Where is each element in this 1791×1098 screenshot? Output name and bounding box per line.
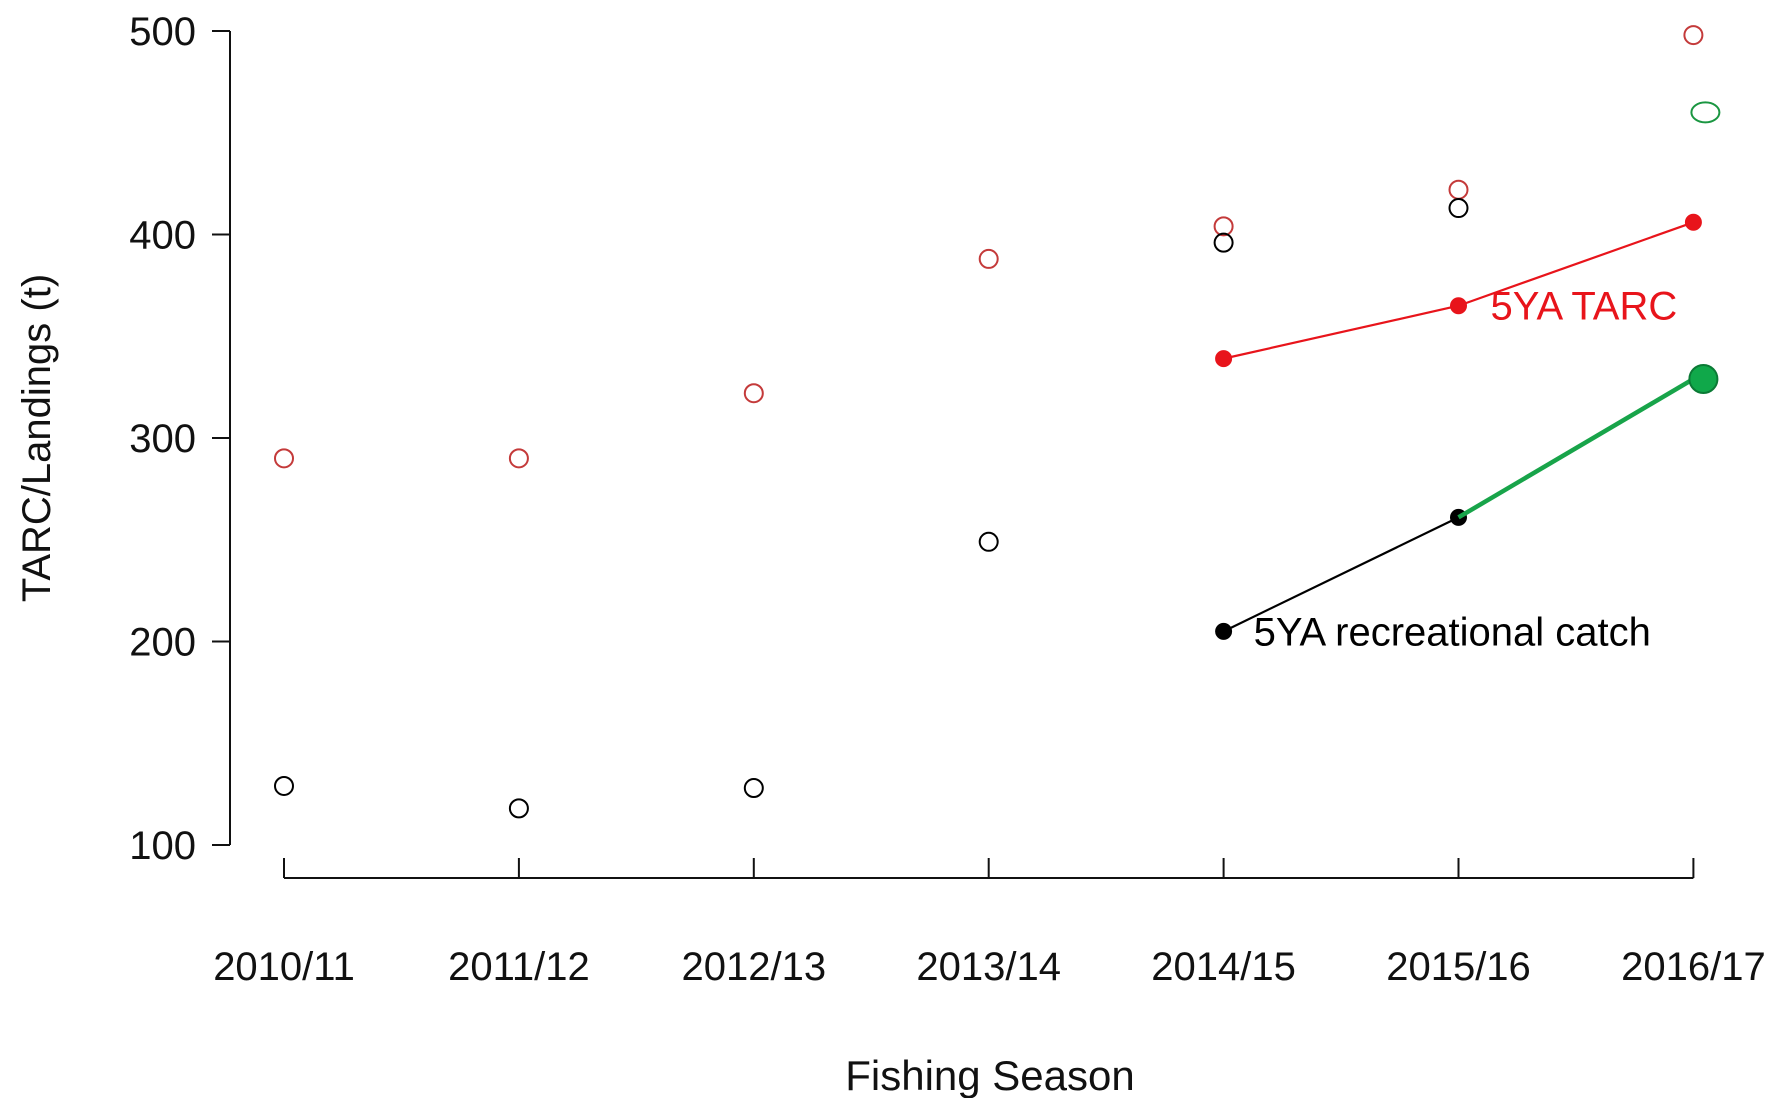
y-tick-label: 100 bbox=[129, 824, 196, 868]
series-point bbox=[1688, 363, 1719, 394]
x-tick-label: 2015/16 bbox=[1386, 945, 1531, 989]
series-point bbox=[274, 775, 294, 796]
y-tick-label: 500 bbox=[129, 10, 196, 54]
y-tick-label: 300 bbox=[129, 417, 196, 461]
series-point bbox=[978, 248, 999, 269]
series-point bbox=[743, 383, 764, 404]
annotation-label: 5YA recreational catch bbox=[1254, 610, 1651, 654]
x-tick-label: 2014/15 bbox=[1151, 945, 1296, 989]
annotation-label: 5YA TARC bbox=[1491, 285, 1678, 329]
series-layer bbox=[274, 25, 1721, 819]
series-line bbox=[1457, 377, 1695, 520]
series-point bbox=[978, 531, 999, 552]
series-point bbox=[1683, 25, 1704, 46]
x-axis-title: Fishing Season bbox=[845, 1052, 1135, 1098]
series-point bbox=[508, 448, 529, 469]
series-point bbox=[743, 778, 764, 799]
x-tick-label: 2016/17 bbox=[1621, 945, 1766, 989]
series-point bbox=[1448, 198, 1469, 219]
x-tick-label: 2012/13 bbox=[682, 945, 827, 989]
series-point bbox=[1690, 101, 1721, 124]
axes-layer: 100 200 300 400 500 2010/11 2011/12 2012/13 2013… bbox=[15, 10, 1766, 1098]
y-axis-title: TARC/Landings (t) bbox=[15, 274, 59, 602]
y-tick-label: 400 bbox=[129, 214, 196, 258]
labels-layer: 5YA TARC 5YA recreational catch bbox=[1254, 285, 1678, 655]
x-tick-label: 2013/14 bbox=[916, 945, 1061, 989]
series-point bbox=[274, 448, 294, 469]
series-line bbox=[1223, 516, 1459, 633]
series-point bbox=[1450, 297, 1467, 315]
series-point bbox=[1448, 179, 1469, 200]
y-tick-label: 200 bbox=[129, 621, 196, 665]
series-point bbox=[1215, 350, 1233, 368]
series-point bbox=[1213, 216, 1234, 237]
series-point bbox=[1684, 213, 1702, 231]
series-point bbox=[1215, 622, 1233, 640]
series-point bbox=[1213, 232, 1234, 253]
series-point bbox=[508, 798, 529, 819]
x-tick-label: 2010/11 bbox=[213, 945, 355, 989]
x-tick-label: 2011/12 bbox=[448, 945, 590, 989]
